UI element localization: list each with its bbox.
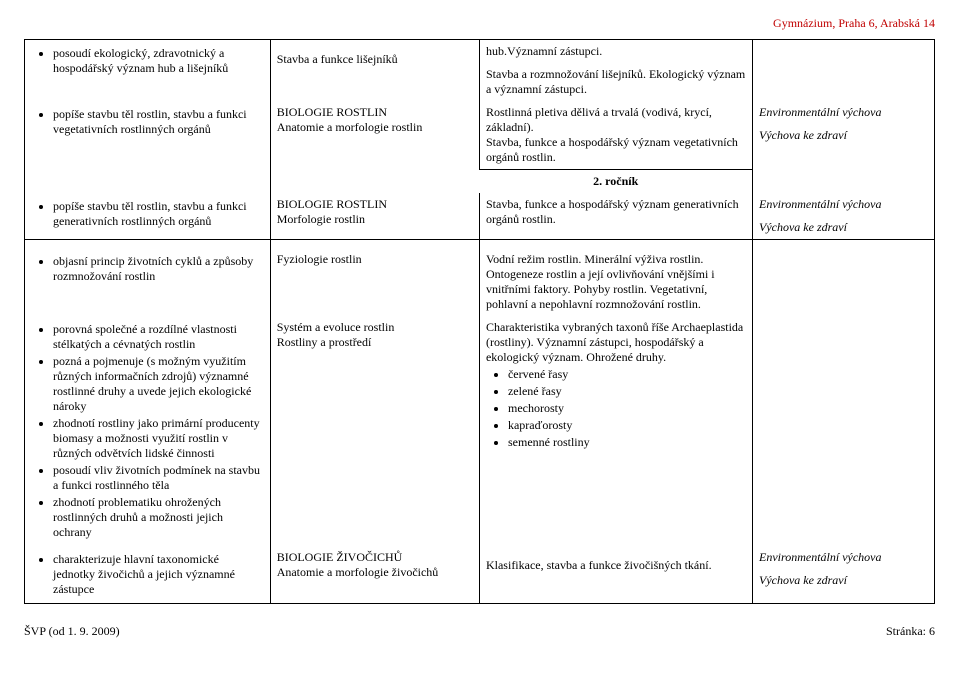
list-item: pozná a pojmenuje (s možným využitím růz…	[53, 354, 264, 414]
list-item: červené řasy	[508, 367, 746, 382]
content-text: Vodní režim rostlin. Minerální výživa ro…	[486, 252, 746, 312]
content-text: Stavba, funkce a hospodářský význam gene…	[486, 197, 746, 227]
list-item: objasní princip životních cyklů a způsob…	[53, 254, 264, 284]
cross-topic: Výchova ke zdraví	[759, 573, 928, 588]
cell-cross: Environmentální výchova Výchova ke zdrav…	[752, 546, 934, 604]
table-row: porovná společné a rozdílné vlastnosti s…	[25, 316, 935, 546]
cell-cross	[752, 40, 934, 102]
grade-heading: 2. ročník	[479, 170, 752, 194]
cell-empty	[270, 170, 479, 194]
content-text: hub.Významní zástupci.	[486, 44, 746, 59]
topic-heading: BIOLOGIE ROSTLIN	[277, 197, 473, 212]
cell-cross: Environmentální výchova Výchova ke zdrav…	[752, 193, 934, 240]
table-row: objasní princip životních cyklů a způsob…	[25, 240, 935, 317]
cell-content: hub.Významní zástupci. Stavba a rozmnožo…	[479, 40, 752, 102]
cell-cross: Environmentální výchova Výchova ke zdrav…	[752, 101, 934, 170]
cell-outcomes: porovná společné a rozdílné vlastnosti s…	[25, 316, 271, 546]
list-item: zhodnotí rostliny jako primární producen…	[53, 416, 264, 461]
topic-text: Rostliny a prostředí	[277, 335, 473, 350]
list-item: zhodnotí problematiku ohrožených rostlin…	[53, 495, 264, 540]
topic-text: Stavba a funkce lišejníků	[277, 52, 473, 67]
page-header-school: Gymnázium, Praha 6, Arabská 14	[24, 16, 935, 31]
cell-content: Rostlinná pletiva dělivá a trvalá (vodiv…	[479, 101, 752, 170]
table-row: charakterizuje hlavní taxonomické jednot…	[25, 546, 935, 604]
list-item: kapraďorosty	[508, 418, 746, 433]
cell-content: Charakteristika vybraných taxonů říše Ar…	[479, 316, 752, 546]
cell-content: Vodní režim rostlin. Minerální výživa ro…	[479, 240, 752, 317]
cross-topic: Environmentální výchova	[759, 105, 928, 120]
content-text: Charakteristika vybraných taxonů říše Ar…	[486, 320, 746, 365]
cell-topic: Systém a evoluce rostlin Rostliny a pros…	[270, 316, 479, 546]
cell-outcomes: objasní princip životních cyklů a způsob…	[25, 240, 271, 317]
list-item: charakterizuje hlavní taxonomické jednot…	[53, 552, 264, 597]
content-text: Rostlinná pletiva dělivá a trvalá (vodiv…	[486, 105, 746, 165]
topic-heading: BIOLOGIE ŽIVOČICHŮ	[277, 550, 473, 565]
topic-text: Fyziologie rostlin	[277, 252, 473, 267]
list-item: popíše stavbu těl rostlin, stavbu a funk…	[53, 199, 264, 229]
topic-sub: Morfologie rostlin	[277, 212, 473, 227]
cell-outcomes: popíše stavbu těl rostlin, stavbu a funk…	[25, 193, 271, 240]
topic-heading: BIOLOGIE ROSTLIN	[277, 105, 473, 120]
list-item: popíše stavbu těl rostlin, stavbu a funk…	[53, 107, 264, 137]
cell-outcomes: posoudí ekologický, zdravotnický a hospo…	[25, 40, 271, 102]
content-text: Stavba a rozmnožování lišejníků. Ekologi…	[486, 67, 746, 97]
cell-content: Stavba, funkce a hospodářský význam gene…	[479, 193, 752, 240]
footer-right: Stránka: 6	[886, 624, 935, 639]
grade-heading-row: 2. ročník	[25, 170, 935, 194]
page-footer: ŠVP (od 1. 9. 2009) Stránka: 6	[24, 624, 935, 639]
cell-empty	[25, 170, 271, 194]
cell-cross	[752, 316, 934, 546]
list-item: semenné rostliny	[508, 435, 746, 450]
curriculum-table: posoudí ekologický, zdravotnický a hospo…	[24, 39, 935, 604]
table-row: popíše stavbu těl rostlin, stavbu a funk…	[25, 101, 935, 170]
cell-empty	[752, 170, 934, 194]
cell-topic: BIOLOGIE ROSTLIN Anatomie a morfologie r…	[270, 101, 479, 170]
cell-topic: BIOLOGIE ŽIVOČICHŮ Anatomie a morfologie…	[270, 546, 479, 604]
table-row: posoudí ekologický, zdravotnický a hospo…	[25, 40, 935, 102]
topic-text: Systém a evoluce rostlin	[277, 320, 473, 335]
topic-sub: Anatomie a morfologie živočichů	[277, 565, 473, 580]
content-text: Klasifikace, stavba a funkce živočišných…	[486, 558, 746, 573]
cell-content: Klasifikace, stavba a funkce živočišných…	[479, 546, 752, 604]
cell-topic: Fyziologie rostlin	[270, 240, 479, 317]
cross-topic: Výchova ke zdraví	[759, 220, 928, 235]
list-item: posoudí vliv životních podmínek na stavb…	[53, 463, 264, 493]
table-row: popíše stavbu těl rostlin, stavbu a funk…	[25, 193, 935, 240]
footer-left: ŠVP (od 1. 9. 2009)	[24, 624, 120, 639]
cell-topic: Stavba a funkce lišejníků	[270, 40, 479, 102]
list-item: posoudí ekologický, zdravotnický a hospo…	[53, 46, 264, 76]
cell-outcomes: charakterizuje hlavní taxonomické jednot…	[25, 546, 271, 604]
cross-topic: Výchova ke zdraví	[759, 128, 928, 143]
topic-sub: Anatomie a morfologie rostlin	[277, 120, 473, 135]
cell-cross	[752, 240, 934, 317]
list-item: zelené řasy	[508, 384, 746, 399]
cross-topic: Environmentální výchova	[759, 197, 928, 212]
list-item: mechorosty	[508, 401, 746, 416]
cell-topic: BIOLOGIE ROSTLIN Morfologie rostlin	[270, 193, 479, 240]
cross-topic: Environmentální výchova	[759, 550, 928, 565]
cell-outcomes: popíše stavbu těl rostlin, stavbu a funk…	[25, 101, 271, 170]
list-item: porovná společné a rozdílné vlastnosti s…	[53, 322, 264, 352]
